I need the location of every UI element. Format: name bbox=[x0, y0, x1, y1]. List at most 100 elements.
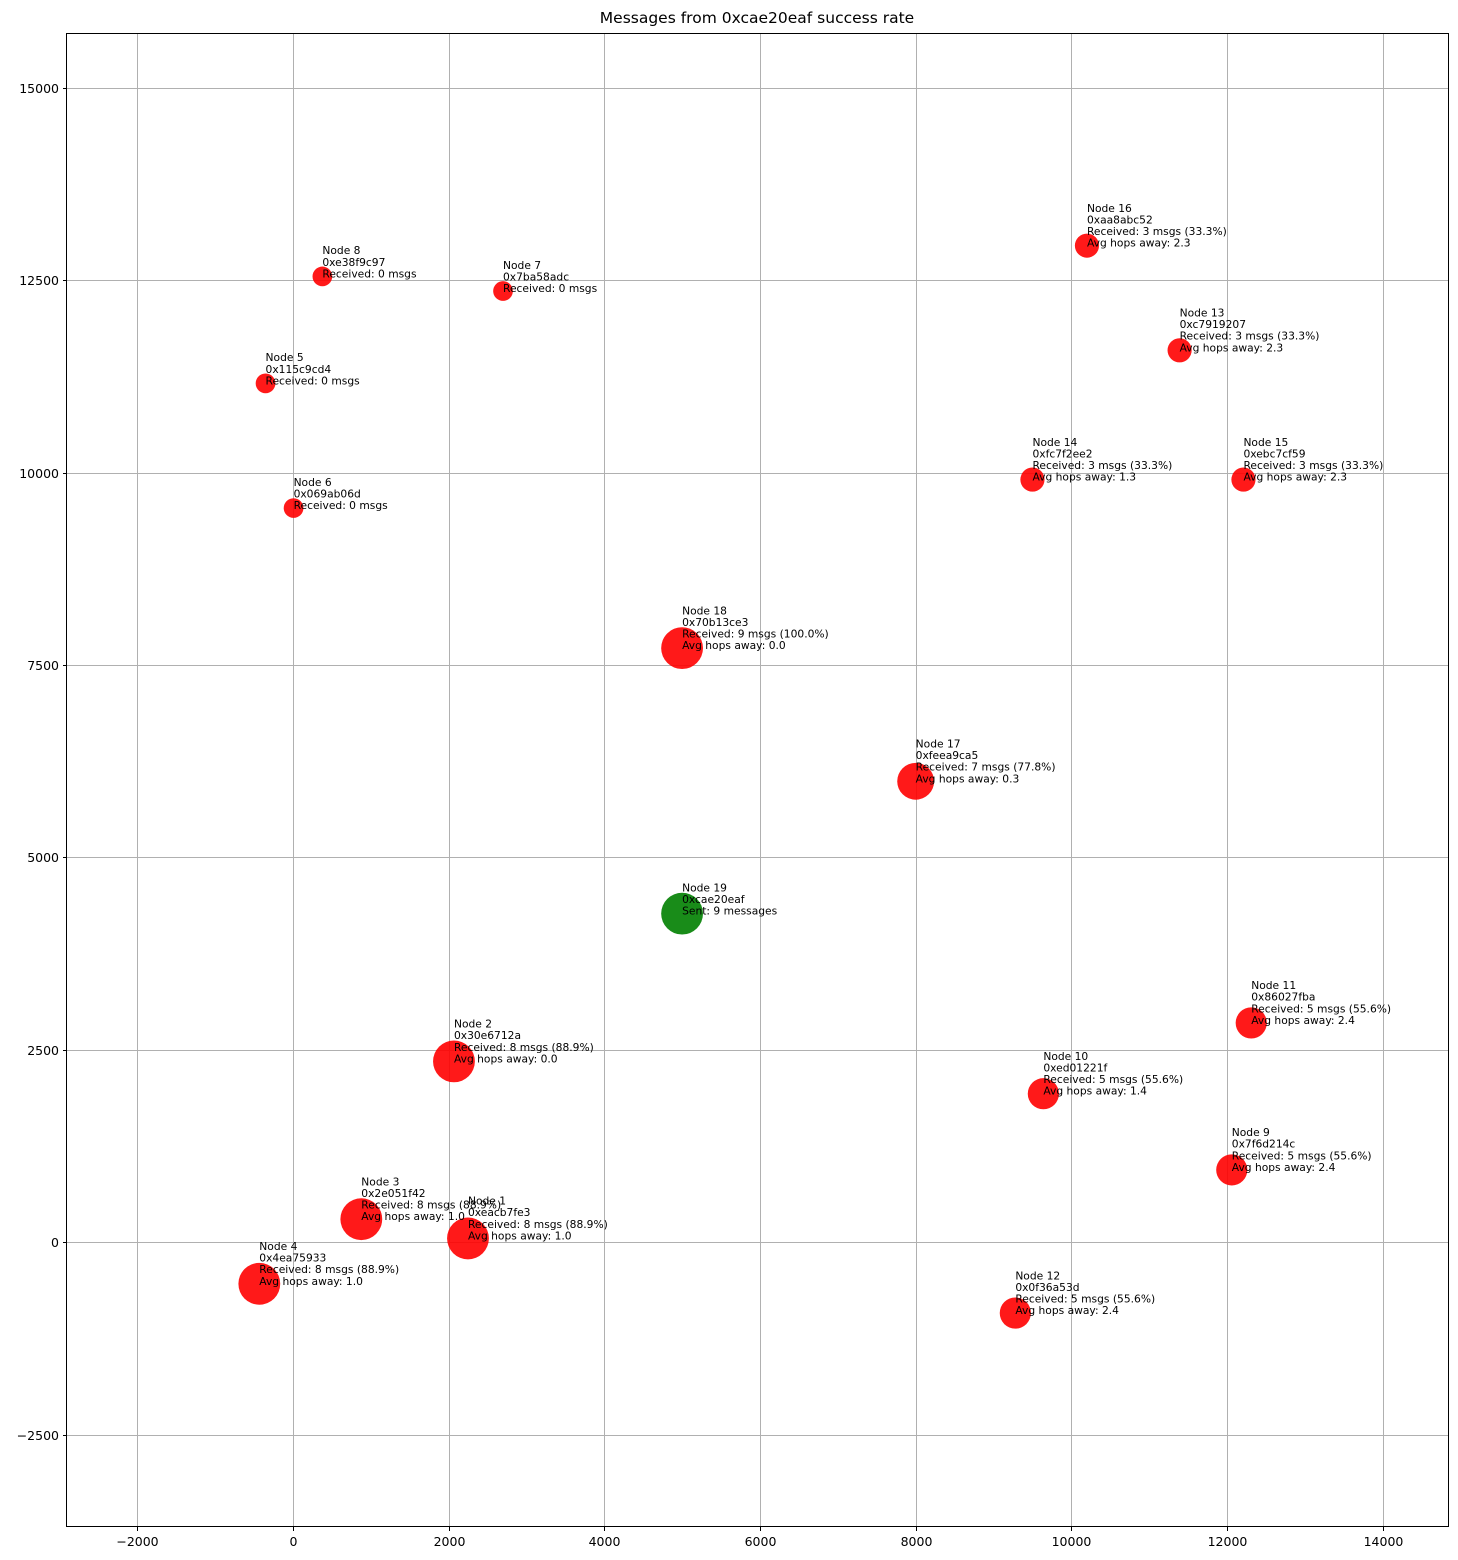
node-point bbox=[1020, 467, 1045, 492]
node-annotation-line: Node 18 bbox=[682, 604, 727, 617]
node-annotation-line: 0x86027fba bbox=[1251, 991, 1315, 1004]
node-point bbox=[447, 1217, 489, 1260]
data-points bbox=[238, 233, 1267, 1329]
node-annotation-line: 0xeacb7fe3 bbox=[468, 1206, 531, 1219]
node-annotation-line: Avg hops away: 2.3 bbox=[1180, 341, 1284, 354]
node-annotation-line: Avg hops away: 1.0 bbox=[361, 1210, 465, 1223]
node-annotation-line: Node 15 bbox=[1243, 436, 1288, 449]
node-annotation-line: Node 11 bbox=[1251, 979, 1296, 992]
node-annotation-line: 0xebc7cf59 bbox=[1243, 447, 1305, 460]
node-point bbox=[1235, 1007, 1267, 1039]
node-annotation-line: Received: 3 msgs (33.3%) bbox=[1032, 459, 1172, 472]
node-annotation-line: Node 12 bbox=[1015, 1269, 1060, 1282]
y-tick-label: 15000 bbox=[19, 81, 59, 96]
node-annotation-line: Received: 8 msgs (88.9%) bbox=[259, 1263, 399, 1276]
node-annotation-line: Avg hops away: 0.0 bbox=[454, 1052, 558, 1065]
node-point bbox=[1167, 338, 1192, 363]
node-annotation-line: 0xfeea9ca5 bbox=[916, 749, 979, 762]
x-tick-label: 2000 bbox=[434, 1534, 466, 1549]
node-annotation-line: 0xfc7f2ee2 bbox=[1032, 447, 1092, 460]
y-tick-label: 10000 bbox=[19, 466, 59, 481]
node-point bbox=[1027, 1078, 1059, 1110]
node-annotation-line: Received: 8 msgs (88.9%) bbox=[454, 1041, 594, 1054]
node-annotation-line: Sent: 9 messages bbox=[682, 905, 778, 918]
node-annotation-line: Node 19 bbox=[682, 881, 727, 894]
node-annotation-line: Received: 0 msgs bbox=[266, 374, 361, 387]
y-tick-label: −2500 bbox=[17, 1428, 59, 1443]
node-annotation-line: Node 5 bbox=[266, 351, 304, 364]
node-annotation-line: Received: 8 msgs (88.9%) bbox=[468, 1218, 608, 1231]
node-annotation-line: Received: 5 msgs (55.6%) bbox=[1232, 1149, 1372, 1162]
node-annotation-line: 0x4ea75933 bbox=[259, 1252, 326, 1265]
node-annotation-line: Node 17 bbox=[916, 737, 961, 750]
node-point bbox=[661, 892, 703, 935]
node-point bbox=[661, 627, 703, 670]
node-annotation-line: Received: 3 msgs (33.3%) bbox=[1180, 330, 1320, 343]
node-annotation-line: Avg hops away: 1.0 bbox=[259, 1275, 363, 1288]
node-annotation-line: 0x7ba58adc bbox=[503, 270, 569, 283]
node-annotation-line: 0x30e6712a bbox=[454, 1029, 521, 1042]
node-annotation-line: 0xc7919207 bbox=[1180, 318, 1246, 331]
node-annotation-line: 0xe38f9c97 bbox=[322, 256, 385, 269]
node-annotation-line: 0x70b13ce3 bbox=[682, 616, 748, 629]
y-tick-label: 2500 bbox=[27, 1043, 59, 1058]
node-annotation-line: Received: 5 msgs (55.6%) bbox=[1043, 1073, 1183, 1086]
node-annotation-line: 0x069ab06d bbox=[294, 487, 361, 500]
node-annotation-line: 0xed01221f bbox=[1043, 1062, 1107, 1075]
node-annotation-line: Node 9 bbox=[1232, 1126, 1270, 1139]
node-annotation-line: Received: 0 msgs bbox=[294, 499, 389, 512]
node-annotation-line: 0xcae20eaf bbox=[682, 893, 745, 906]
axis-ticks: −2000 0 2000 4000 6000 8000 10000 12000 14000 −25… bbox=[17, 81, 1404, 1549]
node-annotation-line: Avg hops away: 1.4 bbox=[1043, 1085, 1147, 1098]
node-annotation-line: Received: 9 msgs (100.0%) bbox=[682, 628, 829, 641]
node-annotation-line: Node 7 bbox=[503, 259, 541, 272]
node-annotation-line: Received: 0 msgs bbox=[322, 267, 417, 280]
x-tick-label: 10000 bbox=[1052, 1534, 1092, 1549]
node-point bbox=[238, 1262, 281, 1305]
node-annotation-line: Node 4 bbox=[259, 1240, 297, 1253]
node-annotation-line: Avg hops away: 2.3 bbox=[1087, 237, 1191, 250]
node-annotation-line: Node 3 bbox=[361, 1175, 399, 1188]
x-tick-label: 6000 bbox=[745, 1534, 777, 1549]
y-tick-label: 0 bbox=[51, 1235, 59, 1250]
node-annotation-line: Avg hops away: 2.4 bbox=[1015, 1304, 1119, 1317]
chart-title: Messages from 0xcae20eaf success rate bbox=[600, 9, 914, 27]
node-annotation-line: Received: 5 msgs (55.6%) bbox=[1015, 1292, 1155, 1305]
node-annotation-line: Node 16 bbox=[1087, 202, 1132, 215]
node-point bbox=[340, 1198, 383, 1241]
node-annotation-line: Avg hops away: 2.4 bbox=[1232, 1161, 1336, 1174]
x-tick-label: −2000 bbox=[116, 1534, 158, 1549]
node-annotation-line: 0x115c9cd4 bbox=[266, 363, 332, 376]
x-tick-label: 12000 bbox=[1208, 1534, 1248, 1549]
node-annotation-line: Node 8 bbox=[322, 244, 360, 257]
node-annotation-line: 0x0f36a53d bbox=[1015, 1281, 1079, 1294]
y-tick-label: 7500 bbox=[27, 658, 59, 673]
node-annotation-line: Avg hops away: 1.0 bbox=[468, 1229, 572, 1242]
node-point bbox=[1074, 233, 1100, 258]
node-annotation-line: Received: 0 msgs bbox=[503, 282, 598, 295]
plot-frame bbox=[66, 33, 1449, 1527]
node-annotation-line: Node 13 bbox=[1180, 307, 1225, 320]
y-tick-label: 5000 bbox=[27, 850, 59, 865]
node-point bbox=[999, 1297, 1031, 1329]
node-annotation-line: Node 14 bbox=[1032, 436, 1077, 449]
node-annotation-line: Avg hops away: 1.3 bbox=[1032, 471, 1136, 484]
node-point bbox=[1216, 1154, 1248, 1186]
node-annotation-line: Received: 5 msgs (55.6%) bbox=[1251, 1002, 1391, 1015]
node-point bbox=[493, 281, 513, 301]
node-annotation-line: Avg hops away: 2.3 bbox=[1243, 471, 1347, 484]
x-tick-label: 0 bbox=[290, 1534, 298, 1549]
node-annotation-line: Node 10 bbox=[1043, 1050, 1088, 1063]
node-annotation-line: Avg hops away: 0.3 bbox=[916, 772, 1020, 785]
x-tick-label: 4000 bbox=[589, 1534, 621, 1549]
node-annotation-line: Node 6 bbox=[294, 476, 332, 489]
node-annotation-line: Received: 8 msgs (88.9%) bbox=[361, 1199, 501, 1212]
node-point bbox=[283, 498, 304, 518]
node-point bbox=[433, 1040, 475, 1083]
node-annotation-line: Avg hops away: 2.4 bbox=[1251, 1014, 1355, 1027]
node-point bbox=[897, 762, 935, 800]
node-annotation-line: Node 1 bbox=[468, 1195, 506, 1208]
node-annotation-line: 0x2e051f42 bbox=[361, 1187, 425, 1200]
